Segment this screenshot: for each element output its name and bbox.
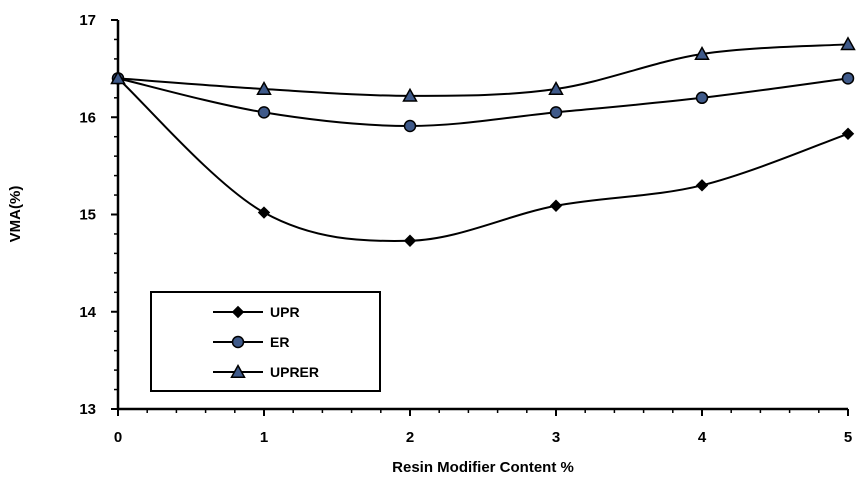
y-axis-title: VMA(%): [7, 186, 24, 243]
x-tick-label: 1: [260, 429, 268, 446]
legend-item-upr: UPR: [213, 304, 300, 320]
legend-item-er: ER: [213, 334, 289, 350]
series-upr-point: [841, 127, 855, 140]
legend-er-label: ER: [270, 334, 289, 350]
series-upr-line: [117, 77, 849, 242]
legend-upr-marker: [231, 305, 245, 319]
y-axis-ticks: 13 14 15 16 17: [79, 12, 118, 418]
legend-uprer-marker: [230, 363, 246, 378]
y-tick-label: 13: [79, 401, 96, 418]
series-er-point: [841, 72, 855, 85]
series-uprer: [110, 36, 856, 102]
series-uprer-point: [840, 36, 856, 51]
legend-item-uprer: UPRER: [213, 363, 319, 380]
series-er-point: [257, 106, 271, 119]
legend-upr-label: UPR: [270, 304, 300, 320]
x-tick-label: 5: [844, 429, 852, 446]
series-uprer-point: [548, 81, 564, 95]
y-tick-label: 16: [79, 109, 96, 126]
series-uprer-point: [402, 87, 418, 102]
legend-er-marker: [231, 335, 245, 349]
legend-uprer-label: UPRER: [270, 364, 319, 380]
series-layer: [110, 36, 856, 247]
series-uprer-point: [110, 70, 126, 85]
x-tick-label: 3: [552, 429, 560, 446]
series-upr-point: [403, 234, 417, 247]
y-tick-label: 14: [79, 304, 96, 321]
series-upr-point: [695, 179, 709, 192]
x-axis-ticks: 0 1 2 3 4 5: [114, 409, 852, 446]
series-er: [111, 72, 855, 133]
x-tick-label: 2: [406, 429, 414, 446]
series-uprer-line: [117, 43, 849, 97]
legend-box: [150, 291, 381, 392]
series-er-point: [403, 119, 417, 133]
x-axis-title: Resin Modifier Content %: [392, 459, 574, 476]
series-uprer-point: [256, 81, 272, 95]
y-tick-label: 17: [79, 12, 96, 29]
y-tick-label: 15: [79, 207, 96, 224]
x-tick-label: 0: [114, 429, 122, 446]
series-upr-point: [257, 206, 271, 219]
x-tick-label: 4: [698, 429, 707, 446]
series-upr: [111, 72, 855, 247]
series-er-point: [549, 106, 563, 119]
series-er-line: [117, 77, 849, 128]
series-upr-point: [549, 199, 563, 212]
series-er-point: [695, 91, 709, 105]
series-uprer-point: [694, 45, 710, 60]
